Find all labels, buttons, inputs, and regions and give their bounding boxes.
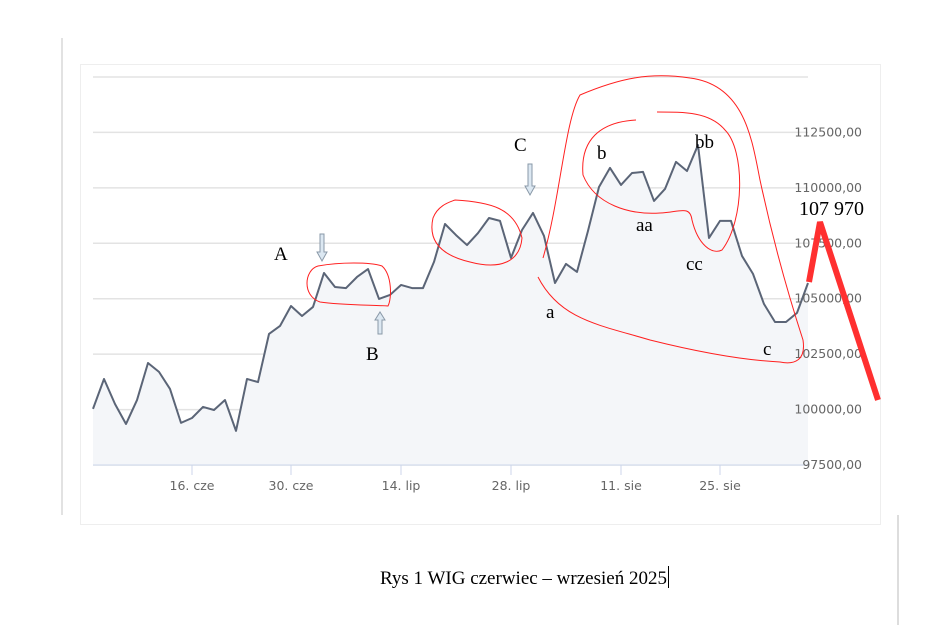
label-b: b <box>597 143 607 164</box>
y-tick-label: 102500,00 <box>794 346 862 361</box>
label-target-value: 107 970 <box>799 198 864 220</box>
label-cc: cc <box>686 254 703 275</box>
y-tick-label: 100000,00 <box>794 402 862 417</box>
figure-caption: Rys 1 WIG czerwiec – wrzesień 2025 <box>380 566 669 590</box>
circle-wave-b <box>582 111 741 252</box>
text-cursor <box>667 566 669 588</box>
x-tick-label: 28. lip <box>492 478 531 493</box>
label-aa: aa <box>636 215 653 236</box>
arrow-down-C-icon <box>524 163 536 197</box>
y-tick-label: 112500,00 <box>794 124 862 139</box>
x-tick-label: 16. cze <box>170 478 215 493</box>
x-tick-label: 30. cze <box>269 478 314 493</box>
x-tick-label: 11. sie <box>600 478 642 493</box>
label-A: A <box>274 244 288 265</box>
forecast-arrow <box>806 221 881 401</box>
y-tick-label: 105000,00 <box>794 291 862 306</box>
arrow-down-A-icon <box>316 233 328 263</box>
series-line <box>92 144 809 432</box>
series-area <box>93 145 808 465</box>
label-c: c <box>763 339 771 360</box>
circle-A-B <box>306 262 391 307</box>
circle-july-top <box>431 199 523 266</box>
y-tick-label: 97500,00 <box>802 457 862 472</box>
caption-text: Rys 1 WIG czerwiec – wrzesień 2025 <box>380 568 667 589</box>
label-B: B <box>366 344 379 365</box>
label-bb: bb <box>695 132 714 153</box>
label-C: C <box>514 135 527 156</box>
x-tick-label: 25. sie <box>699 478 741 493</box>
x-tick-label: 14. lip <box>382 478 421 493</box>
label-a: a <box>546 302 555 323</box>
circle-wave-abc <box>537 75 804 364</box>
y-tick-label: 110000,00 <box>794 180 862 195</box>
arrow-up-B-icon <box>374 311 386 335</box>
